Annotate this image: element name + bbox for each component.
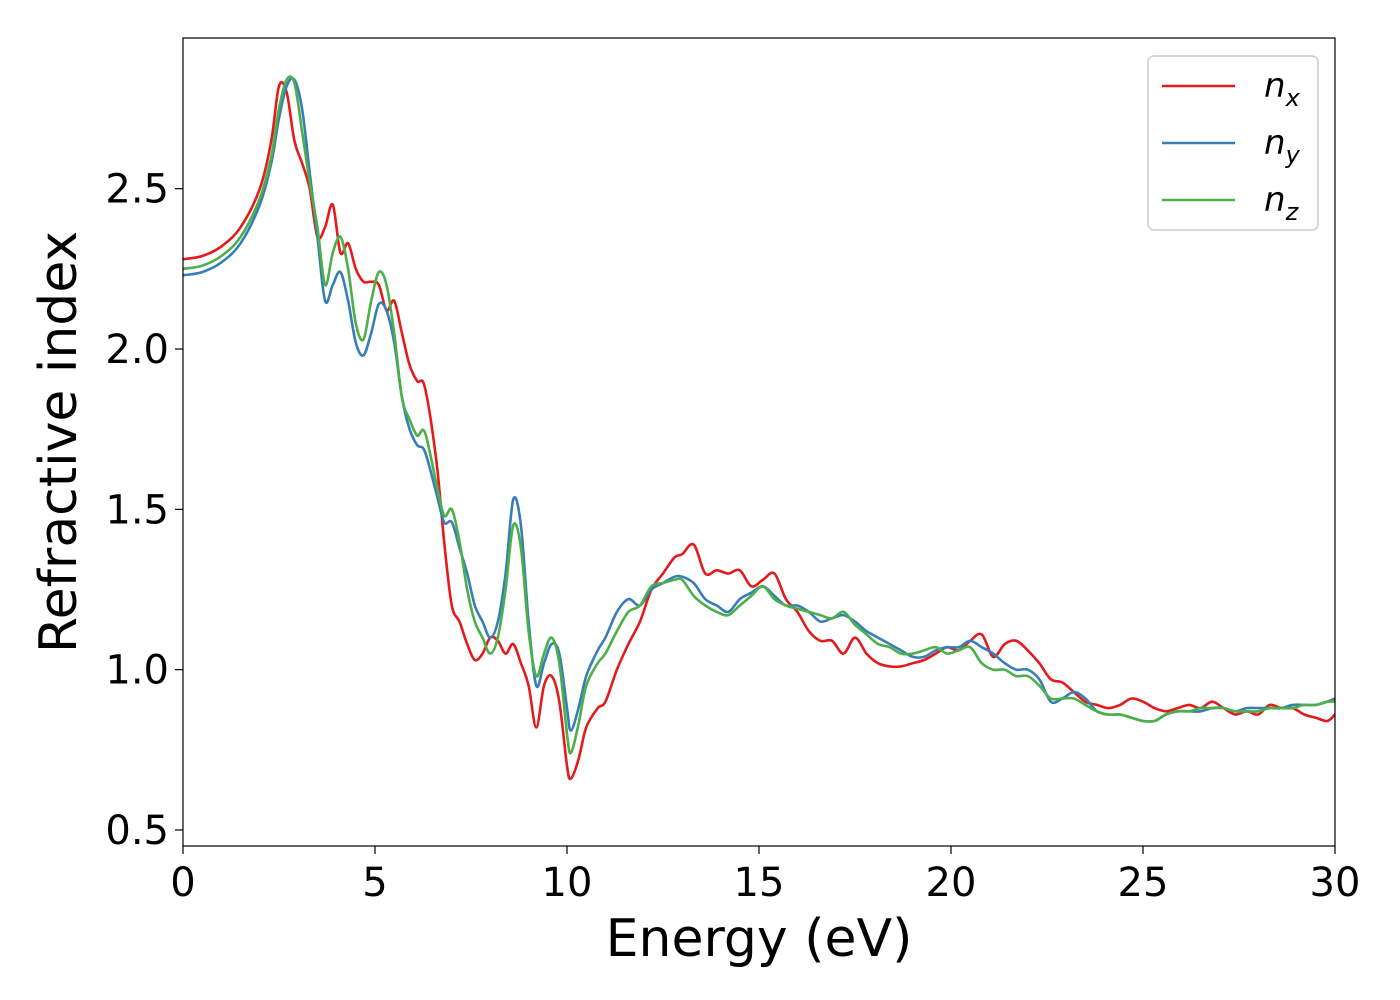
legend-label-main: n (1264, 180, 1286, 220)
x-axis: 0 5 10 15 20 25 30 (170, 846, 1360, 906)
legend-label-nz: nz (1264, 180, 1300, 226)
series-layer (183, 75, 1335, 781)
x-axis-label: Energy (eV) (606, 909, 913, 969)
legend-label-main: n (1264, 123, 1286, 163)
y-axis-label: Refractive index (29, 231, 89, 653)
y-tick-label: 1.0 (105, 648, 169, 694)
x-tick-label: 5 (362, 860, 387, 906)
series-line-nz (183, 75, 1335, 755)
legend-label-subscript: z (1285, 198, 1300, 226)
legend-label-subscript: x (1285, 84, 1301, 112)
legend-label-subscript: y (1285, 141, 1301, 169)
y-tick-label: 0.5 (105, 808, 169, 854)
series-line-nx (183, 80, 1335, 781)
x-tick-label: 20 (926, 860, 977, 906)
legend-label-nx: nx (1264, 66, 1301, 112)
legend-label-main: n (1264, 66, 1286, 106)
x-tick-label: 30 (1310, 860, 1361, 906)
x-tick-label: 15 (734, 860, 785, 906)
x-tick-label: 25 (1118, 860, 1169, 906)
y-tick-label: 2.5 (105, 167, 169, 213)
y-tick-label: 2.0 (105, 327, 169, 373)
x-tick-label: 10 (542, 860, 593, 906)
x-tick-label: 0 (170, 860, 195, 906)
y-tick-label: 1.5 (105, 487, 169, 533)
y-axis: 0.5 1.0 1.5 2.0 2.5 (105, 167, 183, 854)
legend-label-ny: ny (1264, 123, 1301, 169)
plot-area (183, 38, 1335, 846)
